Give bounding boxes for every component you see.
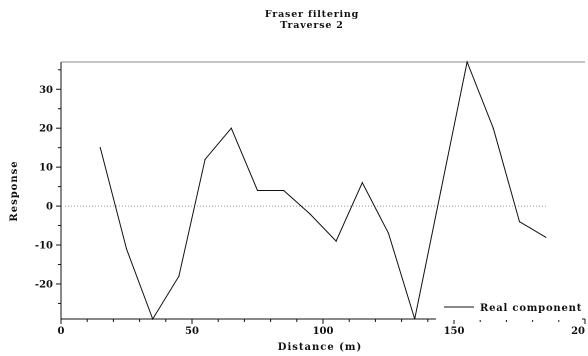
series-group: [99, 60, 547, 321]
data-point: [230, 127, 232, 129]
data-point: [335, 240, 337, 242]
x-tick-label: 50: [185, 326, 199, 337]
y-tick-label: 10: [39, 163, 53, 174]
x-tick-label: 20: [571, 326, 585, 337]
x-axis-label: Distance (m): [278, 342, 362, 353]
data-point: [152, 318, 154, 320]
data-point: [518, 221, 521, 223]
chart-title: Fraser filtering: [265, 9, 359, 20]
chart-subtitle: Traverse 2: [280, 20, 343, 31]
data-point: [178, 275, 180, 277]
y-tick-label: 0: [46, 202, 53, 213]
y-tick-label: 20: [39, 124, 53, 135]
data-point: [283, 189, 285, 192]
y-tick-label: 30: [39, 85, 53, 96]
data-point: [256, 189, 259, 192]
data-point: [309, 213, 311, 215]
series-line-real-component: [99, 60, 546, 321]
data-point: [466, 61, 468, 63]
plot-frame: [60, 61, 585, 320]
data-point: [440, 189, 442, 192]
data-point: [125, 248, 128, 250]
data-point: [361, 182, 363, 184]
y-tick-label: -20: [35, 279, 53, 290]
data-point: [204, 158, 206, 160]
x-axis-ticks: 0 50 100 150 20: [58, 319, 586, 337]
x-tick-label: 150: [444, 326, 465, 337]
data-point: [414, 318, 416, 320]
x-tick-label: 0: [58, 326, 65, 337]
x-tick-label: 100: [313, 326, 334, 337]
legend: Real component: [436, 296, 582, 320]
y-axis-label: Response: [9, 160, 20, 221]
legend-box: [436, 296, 582, 320]
data-point: [545, 236, 547, 238]
data-point: [492, 127, 494, 129]
y-axis-ticks: -20 -10 0 10 20 30: [35, 69, 61, 304]
y-tick-label: -10: [35, 241, 53, 252]
data-point: [387, 232, 390, 234]
data-point: [99, 147, 101, 149]
legend-label: Real component: [480, 303, 582, 314]
